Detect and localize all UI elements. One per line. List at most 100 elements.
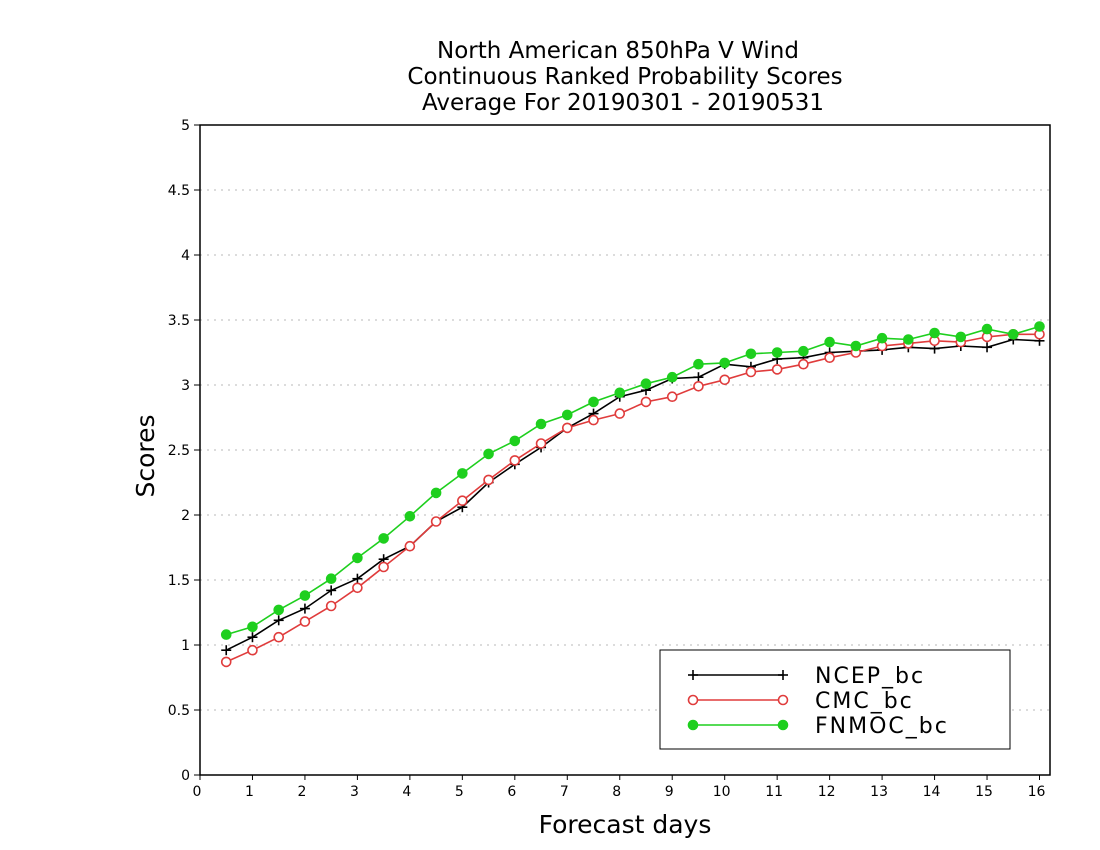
y-tick-label: 5 — [181, 118, 190, 134]
series-fnmoc-bc-point — [483, 448, 494, 460]
series-fnmoc-bc-point — [929, 327, 940, 339]
x-tick-label: 4 — [402, 784, 411, 800]
x-tick-label: 10 — [713, 784, 731, 800]
series-cmc-bc-point — [220, 656, 232, 668]
legend-marker — [777, 719, 789, 731]
legend-label: CMC_bc — [815, 689, 914, 714]
series-fnmoc-bc — [220, 321, 1045, 640]
series-fnmoc-bc-point — [876, 332, 888, 344]
series-cmc-bc-point — [457, 495, 468, 507]
legend-label: NCEP_bc — [815, 664, 925, 689]
legend-entry-fnmoc-bc: FNMOC_bc — [687, 714, 949, 739]
series-fnmoc-bc-line — [226, 325, 1040, 636]
chart-title-line-1: North American 850hPa V Wind — [437, 38, 799, 64]
x-tick-label: 8 — [612, 784, 621, 800]
series-cmc-bc-point — [745, 366, 757, 378]
series-cmc-bc-point — [247, 644, 258, 656]
series-ncep-bc-point — [299, 603, 310, 614]
series-cmc-bc-point — [588, 414, 599, 426]
series-fnmoc-bc-point — [824, 336, 835, 348]
y-tick-label: 2 — [181, 508, 190, 524]
series-fnmoc-bc-point — [745, 348, 757, 360]
series-ncep-bc-point — [221, 645, 232, 656]
x-tick-label: 9 — [665, 784, 674, 800]
series-fnmoc-bc-point — [1007, 329, 1019, 340]
x-tick-label: 15 — [975, 784, 993, 800]
chart-title-line-3: Average For 20190301 - 20190531 — [422, 90, 824, 116]
chart-title-line-2: Continuous Ranked Probability Scores — [407, 64, 842, 90]
grid-lines — [200, 189, 1050, 711]
series-cmc-bc-line — [225, 333, 1040, 663]
series-cmc-bc-point — [509, 455, 521, 466]
series-ncep-bc-point — [693, 372, 704, 383]
series-fnmoc-bc-point — [561, 409, 573, 421]
x-tick-label: 0 — [193, 784, 202, 800]
legend-entry-cmc-bc: CMC_bc — [687, 689, 914, 714]
y-tick-label: 2.5 — [168, 443, 190, 459]
series-fnmoc-bc-point — [640, 378, 652, 390]
legend-entry-ncep-bc: NCEP_bc — [688, 664, 925, 689]
series-cmc-bc-point — [824, 352, 835, 364]
x-tick-label: 14 — [923, 784, 941, 800]
series-cmc-bc-point — [352, 582, 363, 594]
series-cmc-bc-point — [640, 396, 652, 408]
series-cmc-bc-point — [299, 616, 311, 627]
series-fnmoc-bc-point — [247, 621, 258, 633]
series-ncep-bc-point — [247, 632, 258, 643]
series-fnmoc-bc-point — [588, 396, 599, 408]
series-fnmoc-bc-point — [614, 387, 626, 399]
series-cmc-bc-point — [273, 631, 285, 643]
series-fnmoc-bc-point — [404, 511, 416, 522]
axis-ticks: 00.511.522.533.544.550 1 2 3 4 5 6 7 8 9 10 11 12 13 1… — [168, 118, 1046, 800]
series-ncep-bc-point — [982, 342, 993, 353]
series-cmc-bc-point — [404, 540, 416, 552]
series-cmc-bc-point — [535, 438, 547, 449]
series-cmc-bc — [220, 328, 1045, 668]
series-fnmoc-bc-point — [220, 629, 232, 640]
series-fnmoc-bc-point — [430, 487, 442, 499]
y-tick-label: 1 — [181, 638, 190, 654]
series-cmc-bc-point — [614, 408, 626, 419]
legend-label: FNMOC_bc — [815, 714, 949, 739]
x-axis-label: Forecast days — [539, 810, 712, 839]
series-cmc-bc-point — [325, 600, 337, 612]
series-cmc-bc-point — [693, 380, 704, 392]
series-ncep-bc — [221, 334, 1045, 656]
series-fnmoc-bc-point — [666, 371, 678, 383]
series-fnmoc-bc-point — [509, 435, 521, 447]
y-tick-label: 0.5 — [168, 703, 190, 719]
series-fnmoc-bc-point — [1034, 321, 1045, 332]
series-cmc-bc-point — [798, 358, 809, 370]
series-cmc-bc-point — [430, 516, 442, 527]
x-tick-label: 12 — [818, 784, 836, 800]
series-fnmoc-bc-point — [535, 418, 547, 430]
series-fnmoc-bc-point — [903, 334, 914, 345]
series-fnmoc-bc-point — [457, 468, 468, 479]
series-cmc-bc-point — [719, 374, 730, 386]
x-tick-label: 3 — [350, 784, 359, 800]
x-tick-label: 5 — [455, 784, 464, 800]
series-fnmoc-bc-point — [719, 357, 730, 369]
series-fnmoc-bc-point — [378, 533, 389, 544]
series-fnmoc-bc-point — [798, 345, 809, 357]
series-lines — [220, 321, 1045, 668]
series-ncep-bc-point — [273, 615, 284, 626]
series-fnmoc-bc-point — [771, 347, 783, 358]
series-fnmoc-bc-point — [981, 323, 993, 335]
legend-marker — [687, 694, 699, 706]
y-tick-label: 0 — [181, 768, 190, 784]
series-ncep-bc-line — [225, 338, 1040, 651]
y-tick-label: 3.5 — [168, 313, 190, 329]
y-axis-label: Scores — [131, 414, 160, 497]
series-cmc-bc-point — [771, 364, 783, 375]
series-cmc-bc-point — [666, 391, 678, 403]
x-tick-label: 16 — [1028, 784, 1046, 800]
series-ncep-bc-point — [352, 573, 363, 584]
series-fnmoc-bc-point — [693, 358, 704, 370]
x-tick-label: 6 — [507, 784, 516, 800]
x-tick-label: 1 — [245, 784, 254, 800]
